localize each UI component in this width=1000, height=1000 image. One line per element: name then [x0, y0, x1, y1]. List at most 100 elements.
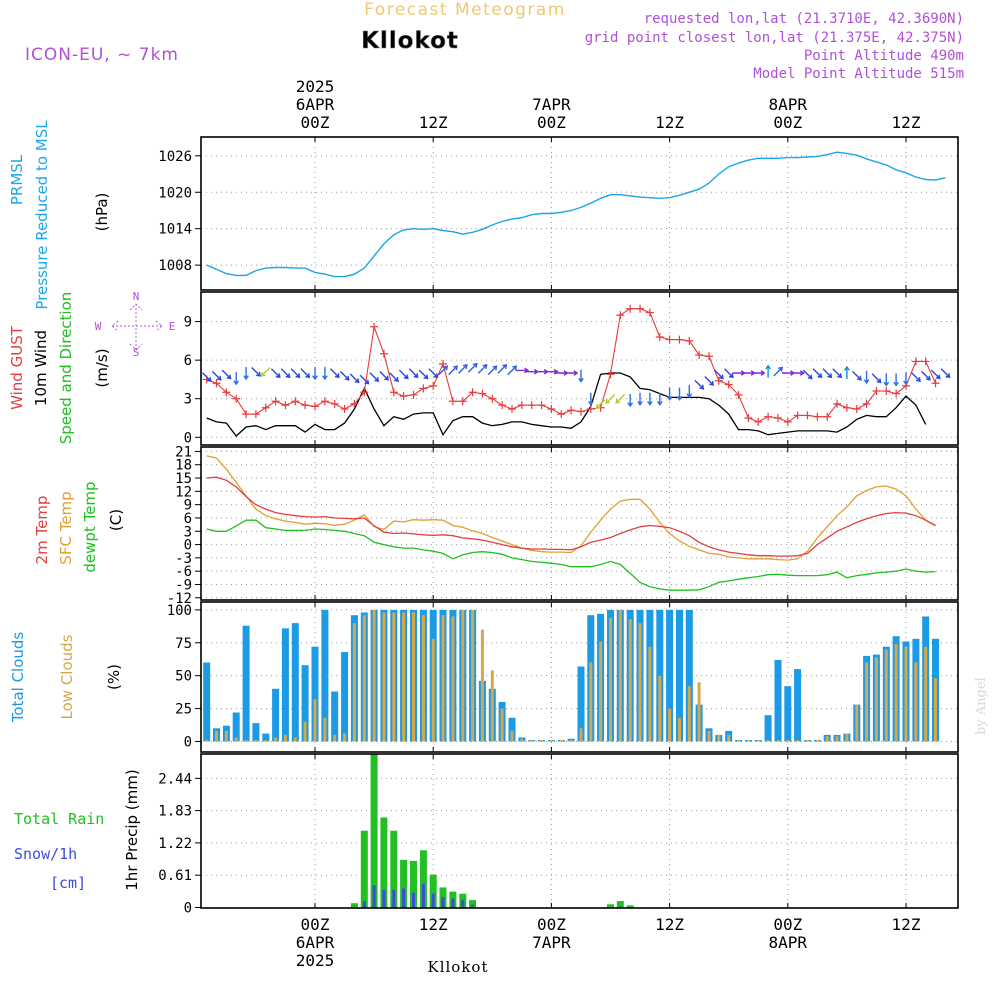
wind-gust-point	[724, 380, 733, 389]
time-label-bottom: 7APR	[532, 933, 571, 952]
low-cloud-bar	[737, 740, 740, 742]
wind-gust-point	[655, 333, 664, 341]
low-cloud-bar	[707, 730, 711, 742]
wind-direction-arrow	[300, 368, 311, 379]
wind-direction-arrow	[280, 368, 291, 379]
model-altitude: Model Point Altitude 515m	[753, 66, 964, 82]
wind-gust-point	[242, 410, 251, 419]
wind-direction-arrow	[202, 372, 212, 382]
total-cloud-bar	[262, 733, 270, 742]
time-label-top: 8APR	[769, 95, 808, 114]
total-cloud-bar	[577, 666, 585, 742]
wind-direction-arrow	[637, 392, 643, 406]
wind-gust-point	[281, 401, 290, 410]
snow-bar	[618, 906, 622, 908]
time-label-bottom: 6APR	[296, 933, 335, 952]
wind-direction-arrow	[911, 372, 921, 382]
dewpoint-label: dewpt Temp	[81, 481, 99, 572]
wind-gust-point	[439, 360, 448, 368]
low-cloud-bar	[865, 662, 869, 742]
low-cloud-bar	[609, 617, 612, 742]
point-altitude: Point Altitude 490m	[804, 48, 964, 64]
wind-gust-point	[399, 392, 408, 401]
rain-bar	[419, 850, 427, 908]
y-tick-label: 9	[184, 315, 192, 331]
wind-gust-point	[803, 411, 812, 420]
wind-gust-point	[419, 384, 428, 393]
wind-gust-point	[734, 390, 743, 399]
wind-gust-point	[813, 412, 822, 421]
low-cloud-bar	[697, 682, 701, 742]
total-cloud-bar	[341, 652, 349, 742]
panels-layer	[195, 137, 959, 909]
low-cloud-bar	[786, 740, 790, 742]
wind-direction-arrow	[852, 370, 862, 381]
wind-direction-arrow	[605, 394, 616, 404]
total-cloud-bar	[311, 646, 319, 742]
y-tick-label: 75	[175, 636, 192, 652]
wind-gust-point	[232, 394, 241, 403]
wind-direction-arrow	[233, 372, 240, 386]
low-cloud-bar	[687, 686, 691, 742]
temp-sfc-line	[206, 455, 936, 561]
rain-bar	[390, 830, 398, 908]
wind-direction-arrow	[752, 370, 766, 376]
wind-direction-arrow	[330, 368, 340, 379]
panel-4	[195, 753, 959, 909]
low-cloud-bar	[520, 738, 524, 742]
wind-gust-point	[793, 411, 802, 420]
wind-direction-arrow	[477, 364, 488, 374]
snow-bar	[471, 904, 475, 908]
wind-gust-line	[206, 308, 937, 423]
low-cloud-bar	[402, 612, 406, 742]
total-cloud-bar	[764, 715, 772, 742]
panel-frame	[200, 601, 959, 753]
y-tick-label: 0	[184, 538, 192, 554]
wind-direction-arrow	[714, 369, 724, 380]
y-tick-label: 2.44	[158, 771, 192, 787]
wind-direction-arrow	[515, 367, 530, 374]
low-cloud-bar	[668, 708, 672, 742]
total-cloud-bar	[272, 688, 280, 742]
y-tick-label: 0.61	[158, 868, 192, 884]
low-cloud-bar	[589, 662, 593, 742]
wind-direction-arrow	[467, 362, 478, 373]
grid-point-coords: grid point closest lon,lat (21.375E, 42.…	[585, 30, 964, 46]
snow-label: Snow/1h	[14, 845, 77, 863]
panel-1	[195, 292, 959, 446]
time-label-bottom: 12Z	[892, 915, 921, 934]
wind-direction-arrow	[647, 392, 653, 406]
cloud-unit: (%)	[105, 664, 123, 690]
wind-direction-arrow	[458, 364, 468, 374]
low-cloud-bar	[392, 612, 396, 742]
wind-gust-point	[547, 405, 556, 413]
low-cloud-bar	[766, 740, 770, 742]
temp-2m-line	[206, 476, 936, 557]
low-cloud-bar	[412, 612, 415, 742]
wind-direction-arrow	[676, 387, 683, 401]
wind-gust-point	[222, 388, 231, 397]
wind-direction-arrow	[863, 370, 870, 385]
wind-direction-arrow	[921, 370, 931, 381]
low-cloud-bar	[934, 678, 937, 742]
low-cloud-bar	[234, 737, 238, 742]
wind-gust-point	[685, 336, 694, 345]
pressure-unit: (hPa)	[93, 193, 111, 232]
y-tick-label: 12	[175, 484, 192, 500]
snow-bar	[451, 898, 455, 908]
wind-gust-point	[468, 388, 477, 397]
low-cloud-bar	[894, 644, 898, 742]
total-cloud-label: Total Clouds	[9, 632, 27, 724]
low-cloud-bar	[490, 670, 494, 742]
wind-direction-arrow	[627, 394, 634, 408]
pressure-label: PRMSL	[8, 154, 26, 205]
snow-bar	[441, 896, 445, 908]
wind-gust-point	[892, 389, 901, 398]
pressure-line	[206, 151, 946, 278]
total-cloud-bar	[301, 665, 309, 742]
snow-bar	[372, 885, 376, 908]
snow-bar	[382, 890, 386, 908]
panel-frame	[200, 753, 959, 909]
low-cloud-bar	[855, 704, 859, 742]
wind-gust-point	[862, 399, 871, 408]
